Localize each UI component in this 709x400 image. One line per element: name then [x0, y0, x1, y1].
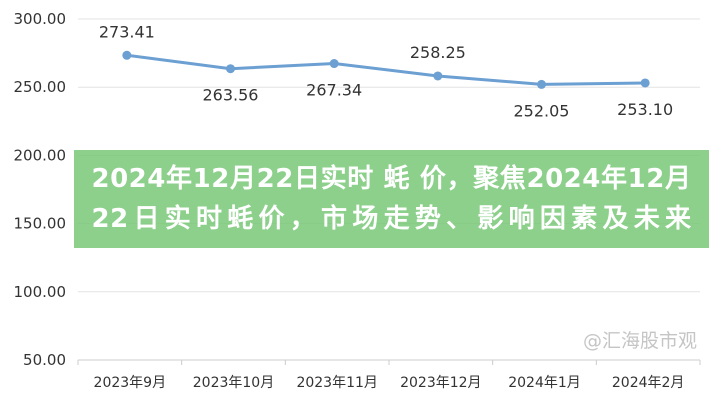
- x-tick-label: 2024年1月: [508, 375, 581, 391]
- data-label: 273.41: [99, 22, 155, 41]
- data-label: 253.10: [617, 100, 673, 119]
- x-tick-label: 2023年12月: [400, 375, 481, 391]
- data-point: [537, 79, 546, 89]
- data-label: 252.05: [514, 101, 570, 120]
- y-tick-label: 50.00: [23, 351, 66, 369]
- data-point: [122, 50, 132, 60]
- data-point: [226, 64, 235, 74]
- x-tick-label: 2023年11月: [296, 375, 377, 391]
- x-tick-label: 2024年2月: [612, 375, 685, 391]
- data-point: [640, 78, 650, 88]
- series-line: [126, 53, 646, 86]
- y-tick-label: 150.00: [14, 215, 67, 233]
- data-point: [433, 71, 443, 81]
- y-tick-label: 300.00: [14, 10, 67, 28]
- x-tick-label: 2023年9月: [94, 375, 167, 391]
- data-label: 258.25: [410, 43, 466, 62]
- data-label: 263.56: [203, 86, 259, 105]
- data-label: 267.34: [306, 81, 362, 100]
- title-banner: 2024年12月22日实时 蚝 价，聚焦2024年12月22日实时蚝价，市场走势…: [74, 150, 709, 248]
- y-tick-label: 250.00: [14, 78, 67, 96]
- banner-title: 2024年12月22日实时 蚝 价，聚焦2024年12月22日实时蚝价，市场走势…: [91, 164, 692, 234]
- x-tick-label: 2023年10月: [193, 375, 274, 391]
- y-tick-label: 100.00: [14, 283, 67, 301]
- y-tick-label: 200.00: [14, 146, 67, 164]
- watermark: @汇海股市观: [582, 330, 697, 352]
- data-point: [329, 59, 339, 69]
